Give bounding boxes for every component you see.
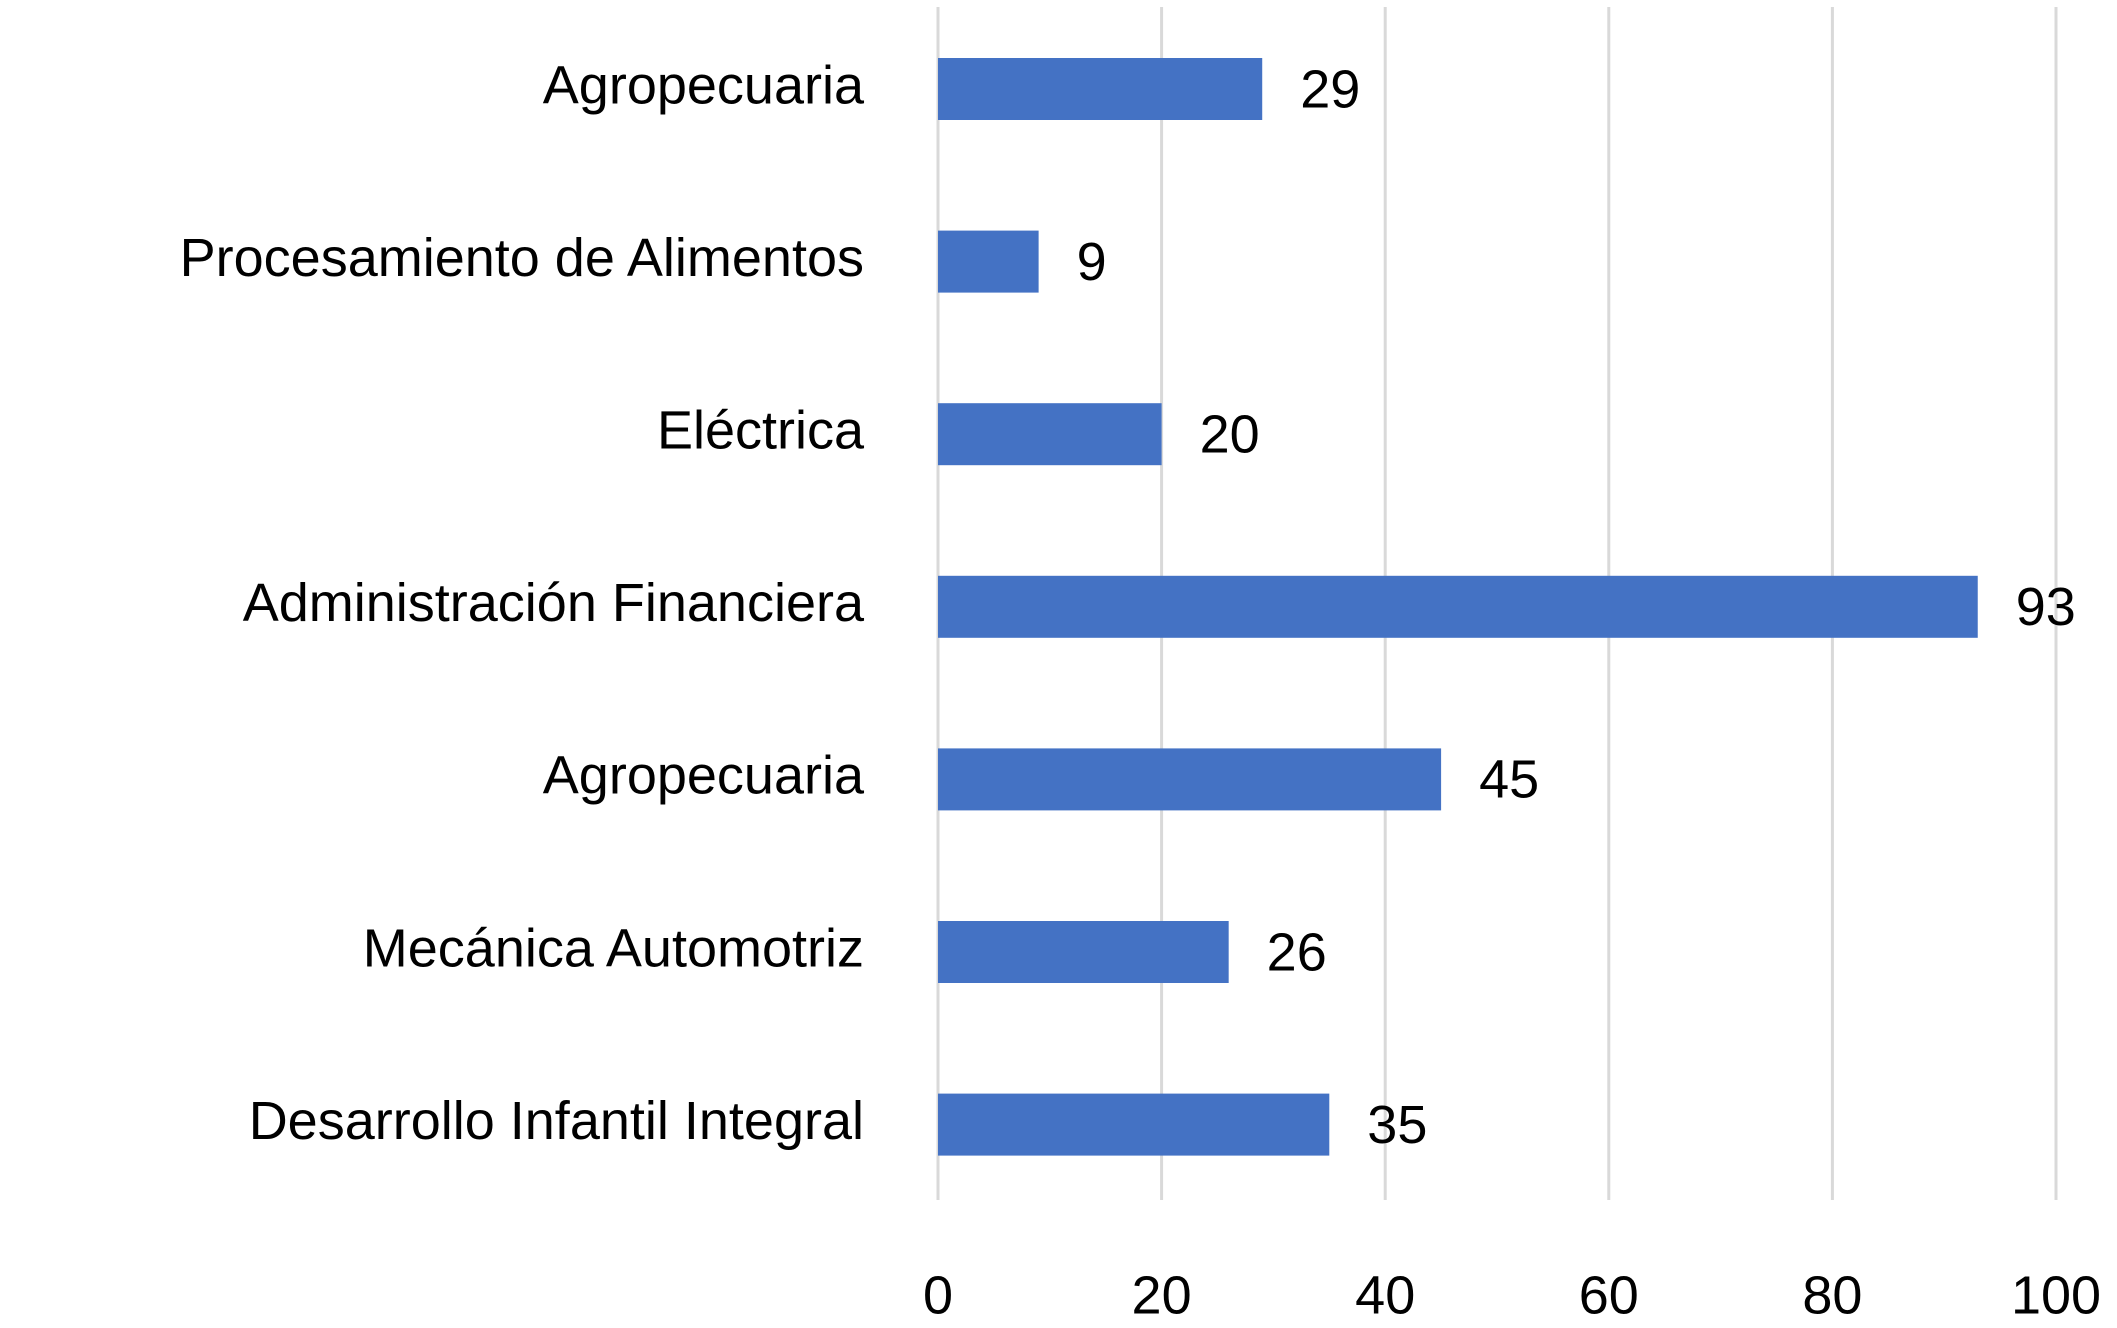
y-tick-label: Agropecuaria: [543, 746, 865, 806]
y-tick-label: Mecánica Automotriz: [363, 918, 864, 978]
bar: [938, 403, 1162, 466]
y-tick-label: Desarrollo Infantil Integral: [249, 1091, 864, 1151]
x-tick-label: 0: [923, 1265, 953, 1325]
bar: [938, 921, 1229, 983]
y-tick-label: Eléctrica: [657, 400, 865, 460]
value-label: 26: [1267, 922, 1327, 982]
x-tick-label: 80: [1802, 1265, 1862, 1325]
bar: [938, 230, 1039, 293]
value-label: 9: [1077, 232, 1107, 292]
x-tick-label: 100: [2011, 1265, 2101, 1325]
y-tick-label: Administración Financiera: [243, 573, 865, 633]
value-label: 35: [1367, 1095, 1427, 1155]
x-tick-label: 60: [1579, 1265, 1639, 1325]
bar: [938, 748, 1442, 811]
bar: [938, 1093, 1330, 1156]
value-label: 29: [1300, 59, 1360, 119]
value-label: 45: [1479, 750, 1539, 810]
x-tick-label: 40: [1355, 1265, 1415, 1325]
bar: [938, 58, 1263, 120]
x-tick-label: 20: [1132, 1265, 1192, 1325]
y-tick-label: Procesamiento de Alimentos: [180, 228, 864, 288]
y-tick-label: Agropecuaria: [543, 55, 865, 115]
bar: [938, 575, 1978, 638]
value-label: 93: [2016, 577, 2076, 637]
value-label: 20: [1200, 404, 1260, 464]
